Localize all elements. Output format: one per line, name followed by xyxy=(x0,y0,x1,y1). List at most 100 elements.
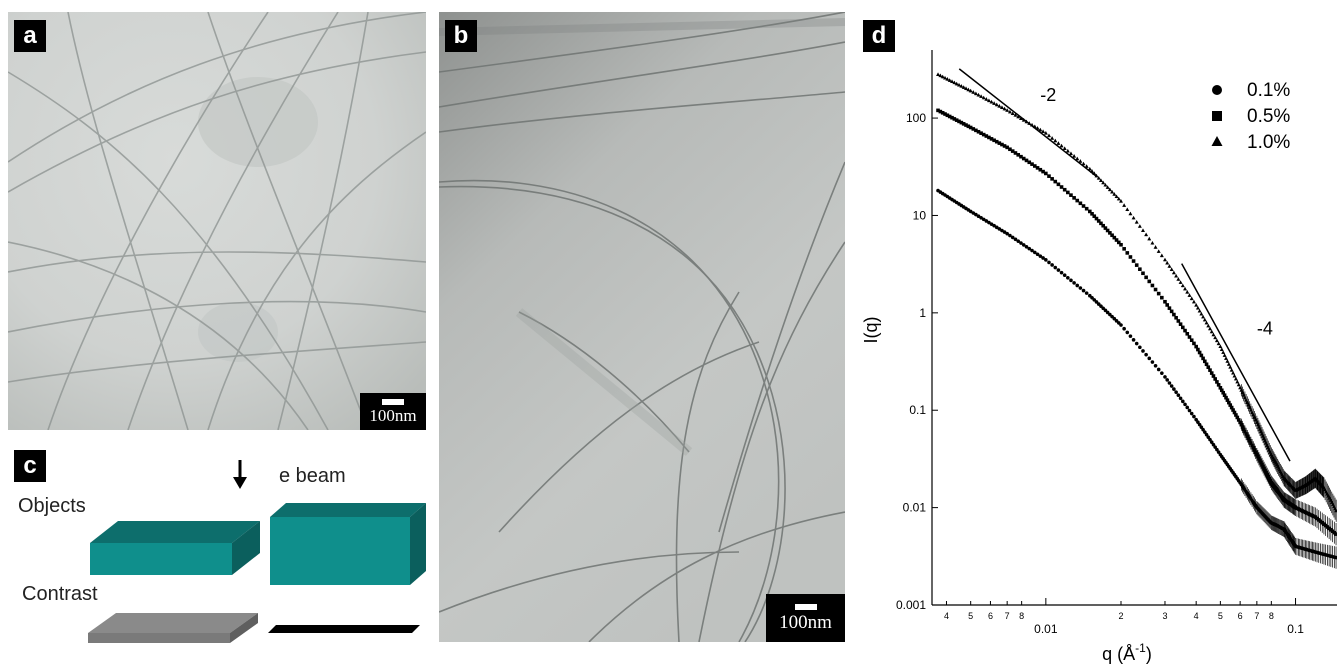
data-point-triangle xyxy=(979,94,984,98)
data-point-triangle xyxy=(1197,308,1202,313)
data-point-triangle xyxy=(1202,317,1207,322)
data-point-square xyxy=(1218,385,1223,390)
data-point-circle xyxy=(1176,393,1181,398)
data-point-triangle xyxy=(1187,293,1192,297)
data-point-circle xyxy=(1153,363,1158,368)
data-point-circle xyxy=(1010,235,1015,240)
contrast-schematic xyxy=(88,460,426,643)
data-point-square xyxy=(952,117,957,121)
data-point-triangle xyxy=(1153,245,1158,249)
e-beam-arrow xyxy=(233,460,247,489)
data-point-triangle xyxy=(1232,373,1237,378)
data-point-square xyxy=(1056,182,1061,187)
data-point-square xyxy=(1019,154,1023,159)
y-tick-label: 100 xyxy=(906,111,926,125)
data-point-triangle xyxy=(1216,341,1221,346)
data-point-circle xyxy=(1134,341,1139,346)
data-point-square xyxy=(1243,429,1247,434)
data-point-square xyxy=(1088,209,1092,214)
data-point-square xyxy=(1075,198,1080,203)
x-minor-tick-label: 2 xyxy=(1118,611,1123,621)
data-point-square xyxy=(1081,204,1086,208)
data-point-square xyxy=(1181,325,1185,330)
data-point-triangle xyxy=(1334,508,1337,513)
data-point-square xyxy=(1260,462,1264,467)
data-point-square xyxy=(1262,466,1266,471)
y-axis-label: I(q) xyxy=(861,317,881,344)
data-point-triangle xyxy=(1178,280,1183,284)
data-point-triangle xyxy=(999,105,1004,110)
data-point-square xyxy=(1178,322,1183,326)
data-point-square xyxy=(1264,470,1268,475)
data-point-square xyxy=(1204,362,1209,367)
data-point-square xyxy=(1032,164,1037,168)
scale-bar-a: 100nm xyxy=(360,393,426,430)
data-point-square xyxy=(1112,235,1117,240)
data-point-square xyxy=(1222,393,1227,398)
data-point-triangle xyxy=(938,73,943,78)
legend-entry-label: 0.1% xyxy=(1247,80,1290,101)
data-point-square xyxy=(1059,185,1064,189)
thick-object-box xyxy=(270,503,426,585)
data-point-triangle xyxy=(1218,344,1223,349)
data-point-triangle xyxy=(1199,311,1204,316)
data-point-square xyxy=(1008,147,1012,152)
data-point-circle xyxy=(1008,233,1012,238)
data-point-triangle xyxy=(997,104,1002,108)
legend-entry-label: 1.0% xyxy=(1247,132,1290,153)
data-point-triangle xyxy=(1169,267,1174,271)
data-point-triangle xyxy=(1228,365,1233,369)
x-minor-tick-label: 4 xyxy=(1194,611,1199,621)
data-point-triangle xyxy=(1107,187,1112,192)
data-point-triangle xyxy=(994,102,999,107)
data-point-square xyxy=(1268,478,1273,483)
data-point-circle xyxy=(1167,381,1172,385)
data-point-circle xyxy=(1019,241,1023,245)
data-point-circle xyxy=(1178,396,1183,401)
data-point-square xyxy=(968,125,973,130)
data-point-triangle xyxy=(1062,146,1067,150)
data-point-square xyxy=(1105,228,1110,233)
data-point-square xyxy=(1153,287,1158,292)
y-tick-label: 0.01 xyxy=(903,501,927,515)
data-point-square xyxy=(1263,468,1267,473)
data-point-square xyxy=(1219,388,1224,393)
data-point-triangle xyxy=(973,91,978,96)
data-point-circle xyxy=(1163,375,1167,379)
objects-label: Objects xyxy=(18,495,86,517)
data-point-triangle xyxy=(1128,211,1133,216)
x-minor-tick-label: 8 xyxy=(1019,611,1024,621)
data-point-triangle xyxy=(966,87,971,92)
data-point-circle xyxy=(1066,275,1070,280)
x-minor-tick-label: 6 xyxy=(988,611,993,621)
data-point-triangle xyxy=(1147,236,1152,241)
data-point-triangle xyxy=(1013,113,1018,117)
data-point-circle xyxy=(1138,345,1142,350)
data-point-triangle xyxy=(1214,338,1219,343)
y-tick-label: 10 xyxy=(913,208,927,222)
data-point-circle xyxy=(968,209,973,214)
data-point-square xyxy=(1183,328,1187,333)
data-point-triangle xyxy=(992,101,997,105)
data-point-square xyxy=(1189,338,1194,343)
data-point-circle xyxy=(1030,248,1034,253)
data-point-circle xyxy=(1141,349,1145,353)
data-point-square xyxy=(1236,418,1241,422)
data-point-square xyxy=(1050,177,1054,181)
data-point-square xyxy=(1201,356,1205,361)
data-point-circle xyxy=(1181,399,1185,404)
data-point-square xyxy=(1185,331,1190,336)
data-point-triangle xyxy=(1047,133,1051,138)
data-point-square xyxy=(1119,242,1123,247)
data-point-triangle xyxy=(1156,249,1161,253)
legend-entry-label: 0.5% xyxy=(1247,106,1290,127)
data-point-square xyxy=(971,127,976,131)
data-point-square xyxy=(1078,201,1083,206)
data-point-square xyxy=(1084,206,1089,211)
data-point-circle xyxy=(1169,384,1174,388)
contrast-label: Contrast xyxy=(22,583,98,605)
data-point-square xyxy=(1000,142,1004,147)
data-point-square xyxy=(1174,315,1178,320)
data-point-triangle xyxy=(1050,136,1055,140)
x-minor-tick-label: 4 xyxy=(944,611,949,621)
